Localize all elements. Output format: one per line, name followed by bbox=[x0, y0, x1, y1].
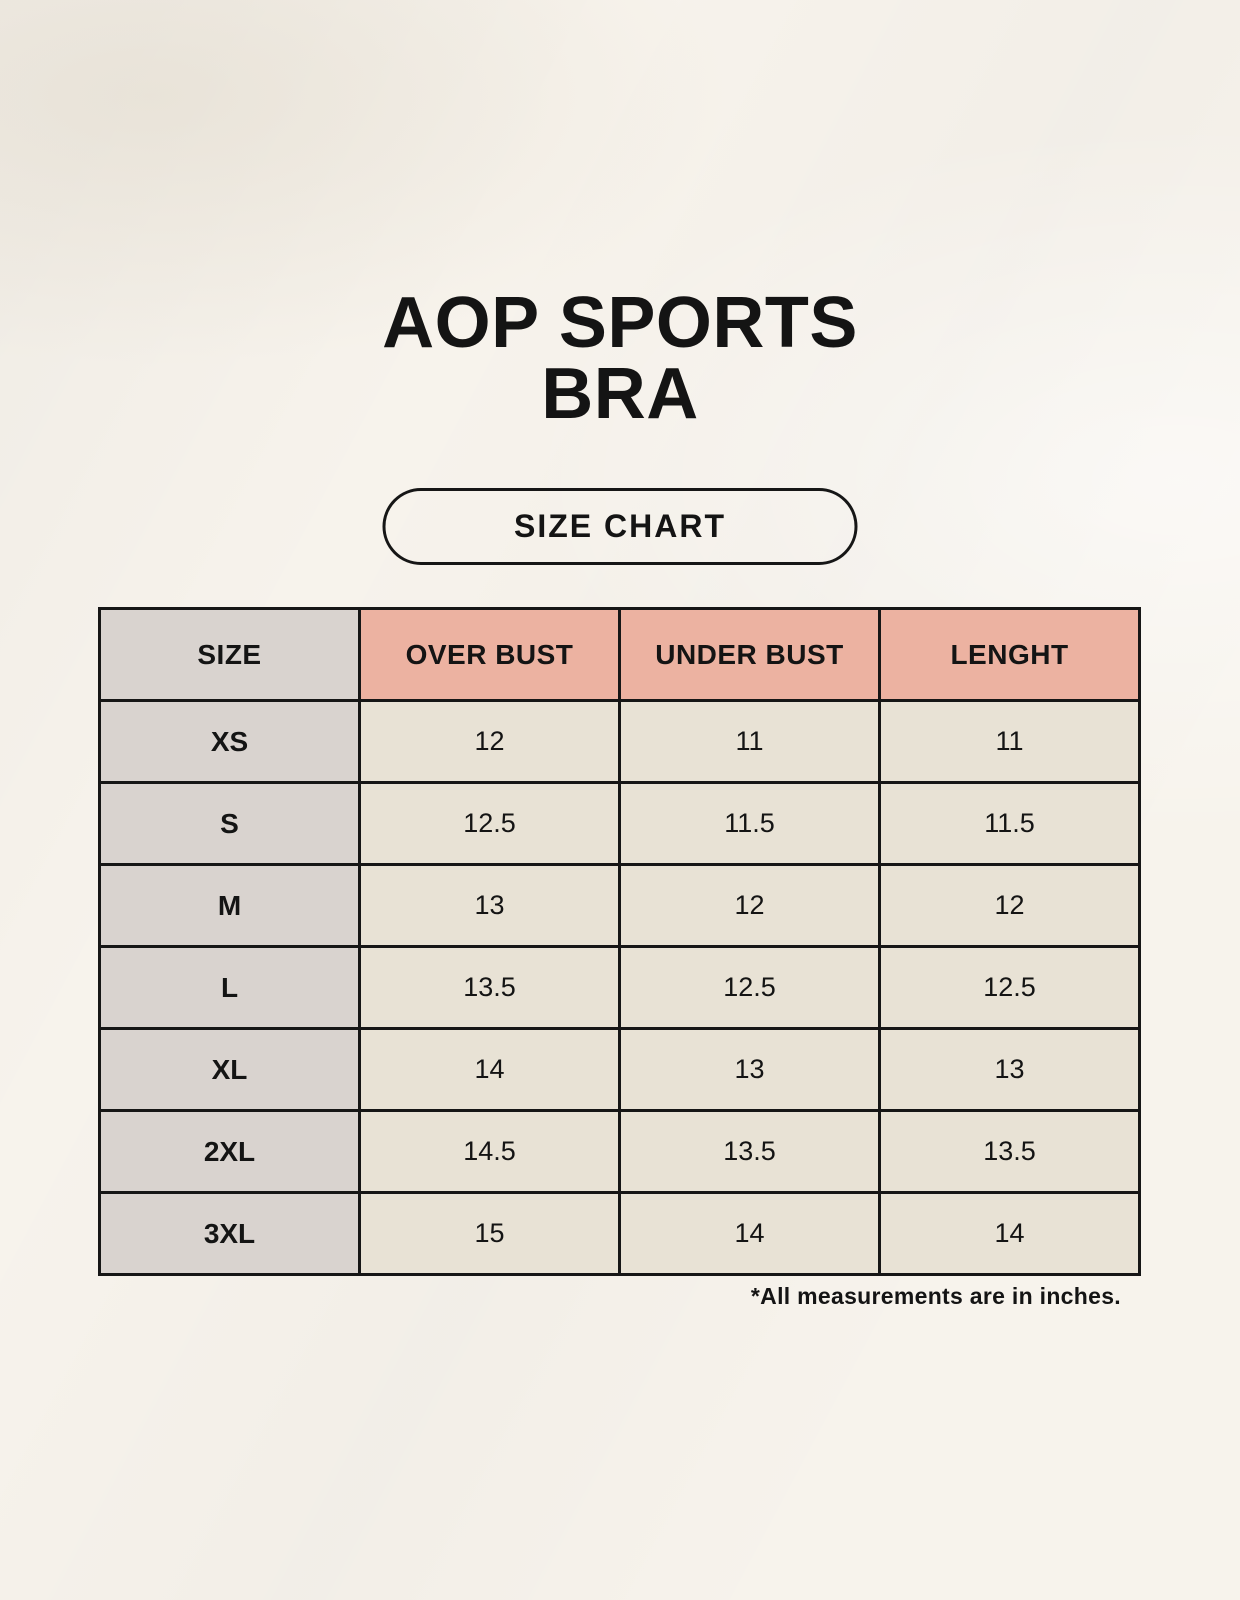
row-label: XL bbox=[98, 1027, 361, 1112]
cell-under-bust: 11.5 bbox=[618, 781, 881, 866]
row-label: XS bbox=[98, 699, 361, 784]
size-chart-table: SIZE OVER BUST UNDER BUST LENGHT XS 12 1… bbox=[98, 607, 1141, 1276]
row-label: 3XL bbox=[98, 1191, 361, 1276]
cell-under-bust: 12.5 bbox=[618, 945, 881, 1030]
size-chart-badge: SIZE CHART bbox=[382, 488, 858, 565]
column-header-length: LENGHT bbox=[878, 607, 1141, 702]
page-title: AOP SPORTS BRA bbox=[0, 283, 1240, 434]
page-title-line2: BRA bbox=[541, 353, 699, 434]
table-header-row: SIZE OVER BUST UNDER BUST LENGHT bbox=[98, 607, 1141, 702]
table-row: XS 12 11 11 bbox=[98, 699, 1141, 784]
cell-over-bust: 13 bbox=[358, 863, 621, 948]
cell-length: 13.5 bbox=[878, 1109, 1141, 1194]
row-label: 2XL bbox=[98, 1109, 361, 1194]
cell-length: 11.5 bbox=[878, 781, 1141, 866]
cell-under-bust: 12 bbox=[618, 863, 881, 948]
column-header-over-bust: OVER BUST bbox=[358, 607, 621, 702]
cell-under-bust: 13.5 bbox=[618, 1109, 881, 1194]
cell-over-bust: 12.5 bbox=[358, 781, 621, 866]
cell-over-bust: 15 bbox=[358, 1191, 621, 1276]
size-chart-badge-label: SIZE CHART bbox=[514, 508, 726, 544]
cell-length: 11 bbox=[878, 699, 1141, 784]
column-header-under-bust: UNDER BUST bbox=[618, 607, 881, 702]
cell-length: 12.5 bbox=[878, 945, 1141, 1030]
cell-under-bust: 13 bbox=[618, 1027, 881, 1112]
page-title-line1: AOP SPORTS bbox=[382, 283, 858, 363]
cell-under-bust: 11 bbox=[618, 699, 881, 784]
cell-over-bust: 14 bbox=[358, 1027, 621, 1112]
column-header-size: SIZE bbox=[98, 607, 361, 702]
table-row: S 12.5 11.5 11.5 bbox=[98, 781, 1141, 866]
table-row: 3XL 15 14 14 bbox=[98, 1191, 1141, 1276]
measurements-footnote: *All measurements are in inches. bbox=[750, 1283, 1121, 1309]
cell-over-bust: 12 bbox=[358, 699, 621, 784]
cell-length: 13 bbox=[878, 1027, 1141, 1112]
cell-length: 12 bbox=[878, 863, 1141, 948]
table-row: L 13.5 12.5 12.5 bbox=[98, 945, 1141, 1030]
cell-over-bust: 13.5 bbox=[358, 945, 621, 1030]
row-label: L bbox=[98, 945, 361, 1030]
row-label: M bbox=[98, 863, 361, 948]
table-row: M 13 12 12 bbox=[98, 863, 1141, 948]
row-label: S bbox=[98, 781, 361, 866]
cell-length: 14 bbox=[878, 1191, 1141, 1276]
cell-under-bust: 14 bbox=[618, 1191, 881, 1276]
table-row: 2XL 14.5 13.5 13.5 bbox=[98, 1109, 1141, 1194]
cell-over-bust: 14.5 bbox=[358, 1109, 621, 1194]
table-row: XL 14 13 13 bbox=[98, 1027, 1141, 1112]
